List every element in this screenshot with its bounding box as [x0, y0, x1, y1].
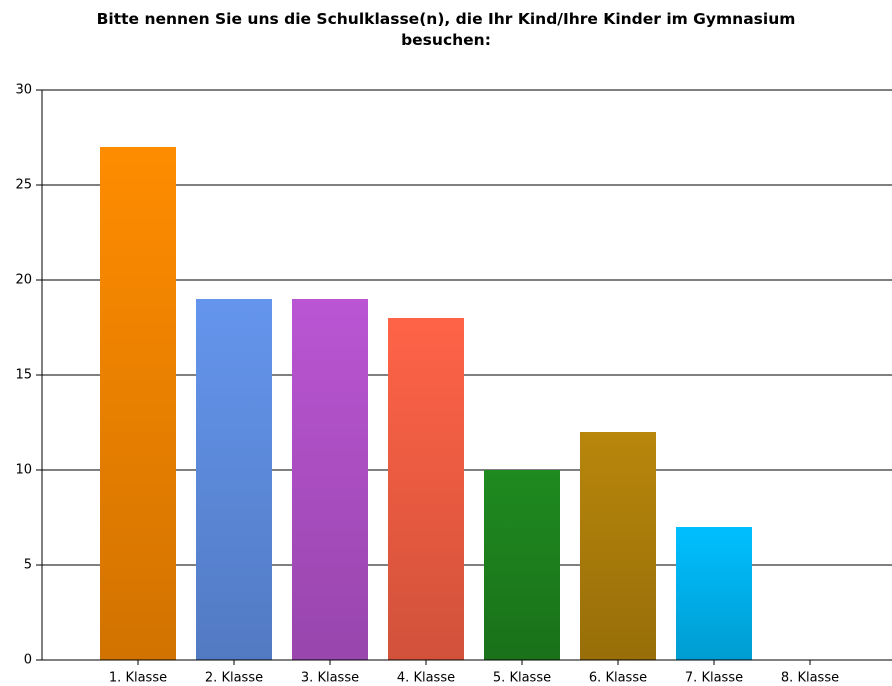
x-tick-label: 3. Klasse — [301, 671, 359, 686]
bar-shade — [196, 299, 272, 660]
y-tick-label: 5 — [24, 558, 32, 573]
y-tick-label: 20 — [15, 273, 32, 288]
chart-title: Bitte nennen Sie uns die Schulklasse(n),… — [96, 10, 796, 49]
bar-shade — [292, 299, 368, 660]
bar-shade — [580, 432, 656, 660]
x-tick-label: 1. Klasse — [109, 671, 167, 686]
bar-shade — [100, 147, 176, 660]
y-tick-label: 25 — [15, 178, 32, 193]
y-tick-label: 0 — [24, 653, 32, 668]
bar-shade — [484, 470, 560, 660]
y-tick-label: 15 — [15, 368, 32, 383]
x-tick-label: 8. Klasse — [781, 671, 839, 686]
y-tick-label: 10 — [15, 463, 32, 478]
x-tick-label: 7. Klasse — [685, 671, 743, 686]
x-tick-label: 4. Klasse — [397, 671, 455, 686]
bar-shade — [388, 318, 464, 660]
bar-shade — [676, 527, 752, 660]
x-tick-label: 2. Klasse — [205, 671, 263, 686]
x-tick-label: 5. Klasse — [493, 671, 551, 686]
y-tick-label: 30 — [15, 83, 32, 98]
x-tick-label: 6. Klasse — [589, 671, 647, 686]
